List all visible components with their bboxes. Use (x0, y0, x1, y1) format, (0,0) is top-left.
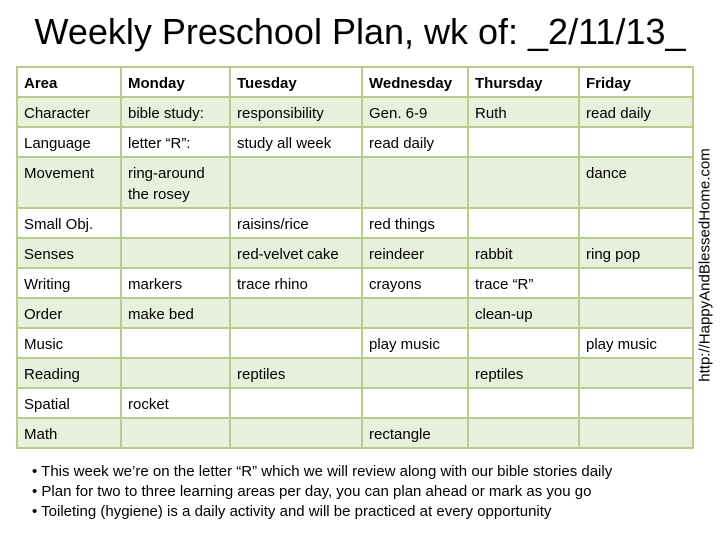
plan-cell (578, 387, 694, 419)
plan-cell (467, 327, 580, 359)
plan-cell (120, 417, 231, 449)
plan-cell (120, 237, 231, 269)
plan-cell (229, 297, 363, 329)
plan-cell (361, 357, 469, 389)
plan-cell: dance (578, 156, 694, 209)
plan-cell (578, 207, 694, 239)
plan-cell: play music (361, 327, 469, 359)
plan-cell (467, 417, 580, 449)
plan-cell: ring pop (578, 237, 694, 269)
plan-cell: markers (120, 267, 231, 299)
column-header: Thursday (467, 66, 580, 98)
note-item: Toileting (hygiene) is a daily activity … (32, 502, 612, 522)
plan-cell: crayons (361, 267, 469, 299)
plan-cell: ring-around the rosey (120, 156, 231, 209)
table-row: Movement ring-around the rosey dance (16, 156, 694, 209)
plan-cell: trace rhino (229, 267, 363, 299)
plan-cell: Gen. 6-9 (361, 96, 469, 128)
plan-cell (578, 297, 694, 329)
plan-cell: reptiles (467, 357, 580, 389)
plan-cell: rabbit (467, 237, 580, 269)
table-row: Writing markers trace rhino crayons trace “R… (16, 267, 694, 299)
area-cell: Math (16, 417, 122, 449)
plan-cell (467, 207, 580, 239)
plan-cell: reptiles (229, 357, 363, 389)
plan-cell (229, 387, 363, 419)
plan-cell: trace “R” (467, 267, 580, 299)
plan-cell (578, 267, 694, 299)
note-item: This week we’re on the letter “R” which … (32, 462, 612, 482)
plan-cell (120, 207, 231, 239)
table-row: Character bible study: responsibility Gen.… (16, 96, 694, 128)
plan-cell: letter “R”: (120, 126, 231, 158)
plan-cell: red-velvet cake (229, 237, 363, 269)
plan-cell: Ruth (467, 96, 580, 128)
plan-cell (120, 357, 231, 389)
area-cell: Spatial (16, 387, 122, 419)
table-row: Order make bed clean-up (16, 297, 694, 329)
note-item: Plan for two to three learning areas per… (32, 482, 612, 502)
area-cell: Movement (16, 156, 122, 209)
column-header: Wednesday (361, 66, 469, 98)
plan-cell: raisins/rice (229, 207, 363, 239)
table-row: Reading reptiles reptiles (16, 357, 694, 389)
table-row: Music play music play music (16, 327, 694, 359)
plan-cell (361, 387, 469, 419)
plan-cell: play music (578, 327, 694, 359)
notes-list: This week we’re on the letter “R” which … (32, 462, 612, 522)
column-header: Tuesday (229, 66, 363, 98)
column-header: Friday (578, 66, 694, 98)
plan-cell: bible study: (120, 96, 231, 128)
table-row: Language letter “R”: study all week read da… (16, 126, 694, 158)
plan-cell (467, 126, 580, 158)
area-cell: Senses (16, 237, 122, 269)
table-row: Small Obj. raisins/rice red things (16, 207, 694, 239)
plan-cell (578, 417, 694, 449)
plan-cell: responsibility (229, 96, 363, 128)
plan-cell (229, 156, 363, 209)
table-row: Math rectangle (16, 417, 694, 449)
plan-cell: red things (361, 207, 469, 239)
area-cell: Character (16, 96, 122, 128)
area-cell: Reading (16, 357, 122, 389)
plan-cell (467, 156, 580, 209)
website-url: http://HappyAndBlessedHome.com (696, 148, 714, 382)
plan-cell (229, 327, 363, 359)
area-cell: Writing (16, 267, 122, 299)
plan-cell (578, 126, 694, 158)
plan-cell: read daily (578, 96, 694, 128)
area-cell: Language (16, 126, 122, 158)
plan-table: Area Monday Tuesday Wednesday Thursday Friday… (16, 66, 694, 449)
plan-cell: reindeer (361, 237, 469, 269)
plan-cell (120, 327, 231, 359)
area-cell: Small Obj. (16, 207, 122, 239)
area-cell: Order (16, 297, 122, 329)
page-title: Weekly Preschool Plan, wk of: _2/11/13_ (34, 11, 686, 52)
table-row: Senses red-velvet cake reindeer rabbit ring … (16, 237, 694, 269)
area-cell: Music (16, 327, 122, 359)
plan-cell: make bed (120, 297, 231, 329)
plan-cell: rocket (120, 387, 231, 419)
plan-cell: rectangle (361, 417, 469, 449)
header-row: Area Monday Tuesday Wednesday Thursday Friday (16, 66, 694, 98)
plan-cell (467, 387, 580, 419)
plan-cell: read daily (361, 126, 469, 158)
plan-cell (361, 156, 469, 209)
column-header: Area (16, 66, 122, 98)
plan-cell (361, 297, 469, 329)
table-row: Spatial rocket (16, 387, 694, 419)
plan-cell: clean-up (467, 297, 580, 329)
plan-cell (229, 417, 363, 449)
plan-cell (578, 357, 694, 389)
column-header: Monday (120, 66, 231, 98)
plan-cell: study all week (229, 126, 363, 158)
